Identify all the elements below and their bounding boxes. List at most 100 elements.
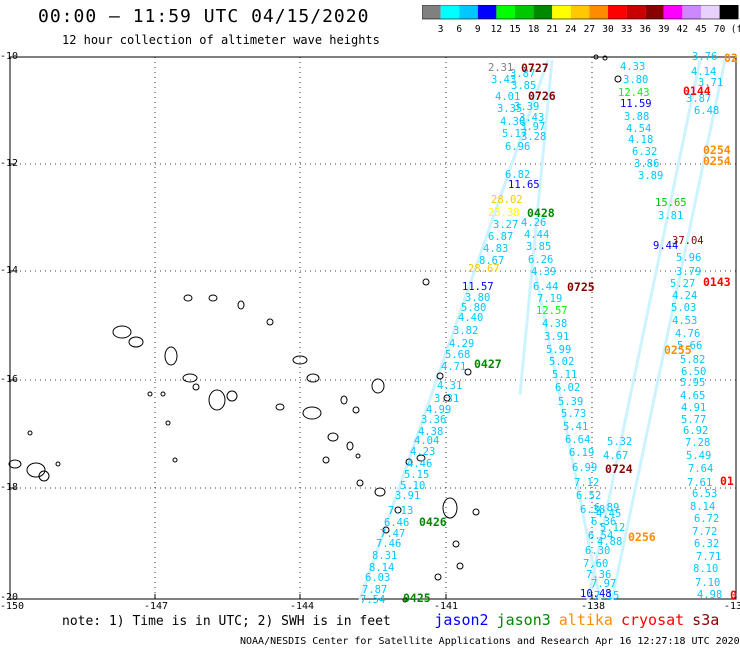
island-outline xyxy=(452,540,460,548)
wave-height-label: 3.91 xyxy=(395,490,421,502)
longitude-label: -13 xyxy=(724,601,740,612)
satellite-track xyxy=(586,59,702,601)
wave-height-label: 23.38 xyxy=(488,207,520,219)
island-outline xyxy=(226,390,238,402)
wave-height-label: 7.71 xyxy=(696,551,722,563)
pass-time-label: 02 xyxy=(724,51,738,65)
wave-height-label: 5.32 xyxy=(607,436,633,448)
color-tick-label: 24 xyxy=(565,24,577,35)
wave-height-label: 3.85 xyxy=(526,241,552,253)
wave-height-label: 6.53 xyxy=(692,488,718,500)
wave-height-label: 6.46 xyxy=(384,517,410,529)
color-tick-label: 15 xyxy=(509,24,520,35)
pass-time-label: 0426 xyxy=(419,515,447,529)
wave-height-label: 3.39 xyxy=(514,101,540,113)
wave-height-label: 3.85 xyxy=(511,80,537,92)
wave-height-label: 5.77 xyxy=(681,414,707,426)
island-outline xyxy=(352,406,360,414)
wave-height-label: 3.80 xyxy=(623,74,649,86)
wave-height-label: 8.14 xyxy=(690,501,716,513)
pass-time-label: 0724 xyxy=(605,462,633,476)
wave-height-label: 3.89 xyxy=(638,170,664,182)
wave-height-label: 3.91 xyxy=(544,331,570,343)
wave-height-label: 3.43 xyxy=(491,74,517,86)
island-outline xyxy=(160,391,166,397)
color-swatch xyxy=(477,5,497,19)
pass-time-label: 0254 xyxy=(703,154,731,168)
wave-height-label: 6.32 xyxy=(632,146,658,158)
color-tick-label: 18 xyxy=(528,24,540,35)
wave-height-label: 4.45 xyxy=(596,508,622,520)
wave-height-label: 4.65 xyxy=(680,390,706,402)
island-outline xyxy=(112,325,132,339)
color-tick-label: 33 xyxy=(621,24,632,35)
wave-height-label: 5.39 xyxy=(558,396,584,408)
color-tick-label: 42 xyxy=(677,24,688,35)
latitude-label: -14 xyxy=(0,265,19,276)
legend-row: note: 1) Time is in UTC; 2) SWH is in fe… xyxy=(62,611,727,629)
color-tick-label: 39 xyxy=(658,24,670,35)
color-swatch xyxy=(682,5,701,19)
wave-height-label: 5.66 xyxy=(677,340,703,352)
island-outline xyxy=(614,75,622,83)
wave-height-label: 4.99 xyxy=(426,404,452,416)
color-swatch xyxy=(608,5,627,19)
satellite-track xyxy=(610,59,727,601)
pass-time-label: 0256 xyxy=(628,530,656,544)
island-outline xyxy=(464,368,472,376)
island-outline xyxy=(593,54,599,60)
wave-height-label: 4.14 xyxy=(691,66,717,78)
wave-height-label: 4.53 xyxy=(672,315,698,327)
wave-height-label: 4.67 xyxy=(603,450,629,462)
island-outline xyxy=(208,294,218,302)
wave-height-label: 3.86 xyxy=(634,158,660,170)
island-outline xyxy=(355,453,361,459)
color-swatch xyxy=(663,5,683,19)
wave-height-label: 6.89 xyxy=(594,502,620,514)
wave-height-label: 6.19 xyxy=(569,447,595,459)
color-swatch xyxy=(496,5,515,19)
island-outline xyxy=(416,454,426,462)
wave-height-label: 5.96 xyxy=(676,252,702,264)
wave-height-label: 4.46 xyxy=(407,458,433,470)
wave-height-label: 4.18 xyxy=(628,134,654,146)
island-outline xyxy=(356,479,364,487)
wave-height-label: 6.92 xyxy=(683,425,709,437)
color-swatch xyxy=(589,5,608,19)
wave-height-label: 6.96 xyxy=(505,141,531,153)
wave-height-label: 4.30 xyxy=(500,116,526,128)
island-outline xyxy=(27,430,33,436)
wave-height-label: 4.04 xyxy=(414,435,440,447)
island-outline xyxy=(327,432,339,442)
island-outline xyxy=(422,278,430,286)
color-swatch xyxy=(570,5,590,19)
longitude-label: -147 xyxy=(144,601,169,612)
satellite-track xyxy=(358,59,550,601)
wave-height-label: 15.65 xyxy=(655,197,687,209)
wave-height-label: 11.59 xyxy=(620,98,652,110)
island-outline xyxy=(55,461,61,467)
satellite-legend-s3a: s3a xyxy=(692,611,720,629)
island-outline xyxy=(164,346,178,366)
wave-height-label: 7.72 xyxy=(692,526,718,538)
island-outline xyxy=(8,459,22,469)
wave-height-label: 5.41 xyxy=(563,421,589,433)
wave-height-label: 6.02 xyxy=(555,382,581,394)
wave-height-label: 28.02 xyxy=(491,194,523,206)
wave-height-label: 3.87 xyxy=(686,93,712,105)
island-outline xyxy=(38,470,50,482)
wave-height-label: 5.68 xyxy=(445,349,471,361)
longitude-label: -141 xyxy=(434,601,459,612)
wave-height-label: 3.31 xyxy=(434,393,460,405)
wave-height-label: 3.97 xyxy=(520,121,546,133)
color-bar-frame xyxy=(422,5,739,20)
wave-height-label: 7.47 xyxy=(380,528,406,540)
island-outline xyxy=(456,562,464,570)
wave-height-label: 37.04 xyxy=(672,235,704,247)
wave-height-label: 4.38 xyxy=(418,426,444,438)
wave-height-label: 6.30 xyxy=(585,545,611,557)
wave-height-label: 8.14 xyxy=(369,562,395,574)
wave-height-label: 4.24 xyxy=(672,290,698,302)
